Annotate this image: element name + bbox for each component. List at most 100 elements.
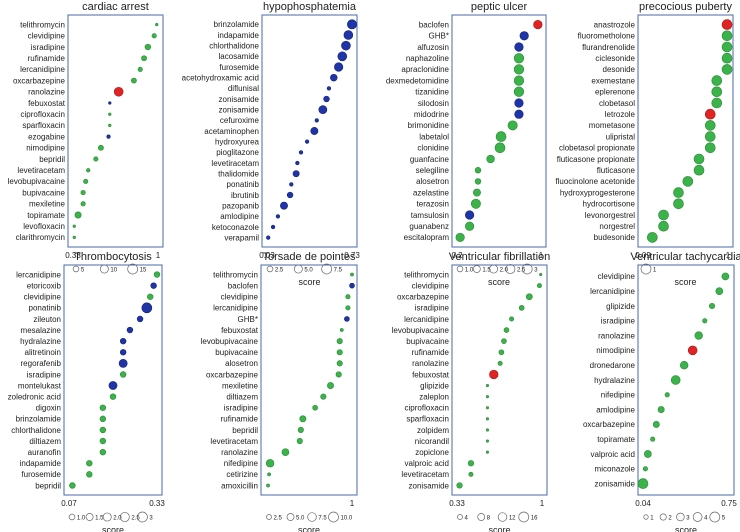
- drug-label: bepridil: [35, 481, 61, 490]
- data-point: [327, 382, 334, 390]
- data-point: [711, 75, 723, 86]
- size-legend-label: 2.5: [275, 268, 284, 274]
- drug-label: telithromycin: [20, 20, 65, 29]
- x-tick-label: 0.33: [65, 251, 81, 260]
- drug-label: zoledronic acid: [8, 392, 61, 401]
- data-point: [326, 86, 332, 91]
- drug-label: tamsulosin: [411, 211, 449, 220]
- size-legend-label: 10: [110, 268, 117, 274]
- drug-label: diltiazem: [226, 392, 258, 401]
- data-point: [72, 235, 76, 239]
- data-point: [153, 271, 161, 278]
- data-point: [485, 406, 489, 410]
- drug-label: clobetasol: [599, 99, 635, 108]
- drug-label: zolpidem: [417, 426, 449, 435]
- drug-label: levetiracetam: [210, 437, 258, 446]
- data-point: [711, 86, 723, 98]
- drug-label: mometasone: [589, 121, 636, 130]
- drug-label: clobetasol propionate: [559, 144, 636, 153]
- size-legend-marker: [321, 263, 333, 275]
- data-point: [704, 131, 716, 142]
- drug-label: diflunisal: [228, 84, 259, 93]
- data-point: [507, 120, 518, 131]
- size-legend-label: 1.0: [77, 516, 86, 522]
- data-point: [336, 349, 343, 356]
- drug-label: mesalazine: [21, 326, 62, 335]
- panel-5: Thrombocytosis lercanidipine etoricoxib cle…: [8, 251, 166, 532]
- size-legend-marker: [709, 511, 721, 523]
- drug-label: acetohydroxamic acid: [182, 73, 259, 82]
- plot-frame: [637, 264, 735, 496]
- data-point: [472, 188, 481, 197]
- data-point: [673, 198, 684, 210]
- drug-label: fluticasone: [597, 166, 636, 175]
- drug-label: zileuton: [33, 315, 61, 324]
- data-point: [519, 31, 529, 41]
- data-point: [108, 101, 112, 105]
- x-tick-label: 0.09: [635, 251, 651, 260]
- x-tick-label: 0.07: [61, 499, 77, 508]
- data-point: [337, 51, 348, 62]
- data-point: [485, 383, 489, 388]
- plot-frame: [63, 264, 163, 496]
- drug-label: nimodipine: [596, 346, 635, 355]
- size-legend-marker: [328, 511, 339, 523]
- drug-label: rufinamide: [221, 415, 259, 424]
- data-point: [113, 87, 124, 97]
- data-point: [151, 33, 157, 39]
- drug-label: ranolazine: [221, 448, 258, 457]
- drug-label: topiramate: [597, 435, 635, 444]
- data-point: [533, 20, 543, 30]
- drug-label: ulipristal: [606, 132, 636, 141]
- data-point: [98, 144, 104, 151]
- panel-title: Ventricular fibrillation: [449, 251, 551, 263]
- drug-label: febuxostat: [221, 326, 259, 335]
- drug-label: zonisamide: [219, 95, 260, 104]
- data-point: [318, 105, 328, 115]
- drug-label: ketoconazole: [212, 223, 260, 232]
- data-point: [106, 134, 111, 139]
- drug-label: labetalol: [419, 132, 449, 141]
- data-point: [682, 176, 694, 187]
- data-point: [86, 168, 91, 173]
- drug-label: glipizide: [420, 381, 449, 390]
- data-point: [297, 426, 304, 433]
- size-legend-marker: [676, 512, 685, 522]
- drug-label: miconazole: [595, 465, 636, 474]
- data-point: [131, 77, 137, 84]
- drug-label: levetiracetam: [211, 159, 259, 168]
- drug-label: GHB*: [238, 315, 258, 324]
- data-point: [295, 160, 300, 166]
- drug-label: clevidipine: [28, 32, 66, 41]
- drug-label: mexiletine: [29, 200, 66, 209]
- drug-label: desonide: [603, 65, 636, 74]
- data-point: [721, 52, 733, 64]
- data-point: [489, 369, 499, 380]
- drug-label: ibrutinib: [231, 191, 260, 200]
- data-point: [513, 86, 525, 97]
- drug-label: cetirizine: [226, 470, 258, 479]
- data-point: [72, 224, 76, 228]
- data-point: [465, 210, 475, 220]
- drug-label: isradipine: [224, 404, 259, 413]
- data-point: [150, 282, 157, 289]
- size-legend-marker: [68, 513, 76, 521]
- data-point: [498, 349, 505, 356]
- x-axis-label: score: [298, 525, 320, 532]
- drug-label: lercanidipine: [404, 315, 449, 324]
- drug-label: midodrine: [414, 110, 450, 119]
- drug-label: isradipine: [27, 370, 62, 379]
- data-point: [320, 393, 327, 400]
- plot-frame: [637, 14, 734, 248]
- size-legend-marker: [477, 513, 486, 521]
- data-point: [539, 272, 543, 277]
- x-tick-label: 0.03: [259, 251, 275, 260]
- data-point: [80, 190, 86, 196]
- drug-label: amoxicillin: [221, 481, 258, 490]
- data-point: [119, 337, 127, 345]
- drug-label: alosetron: [225, 359, 258, 368]
- drug-label: bupivacaine: [406, 337, 449, 346]
- data-point: [141, 55, 147, 62]
- drug-label: azelastine: [413, 188, 450, 197]
